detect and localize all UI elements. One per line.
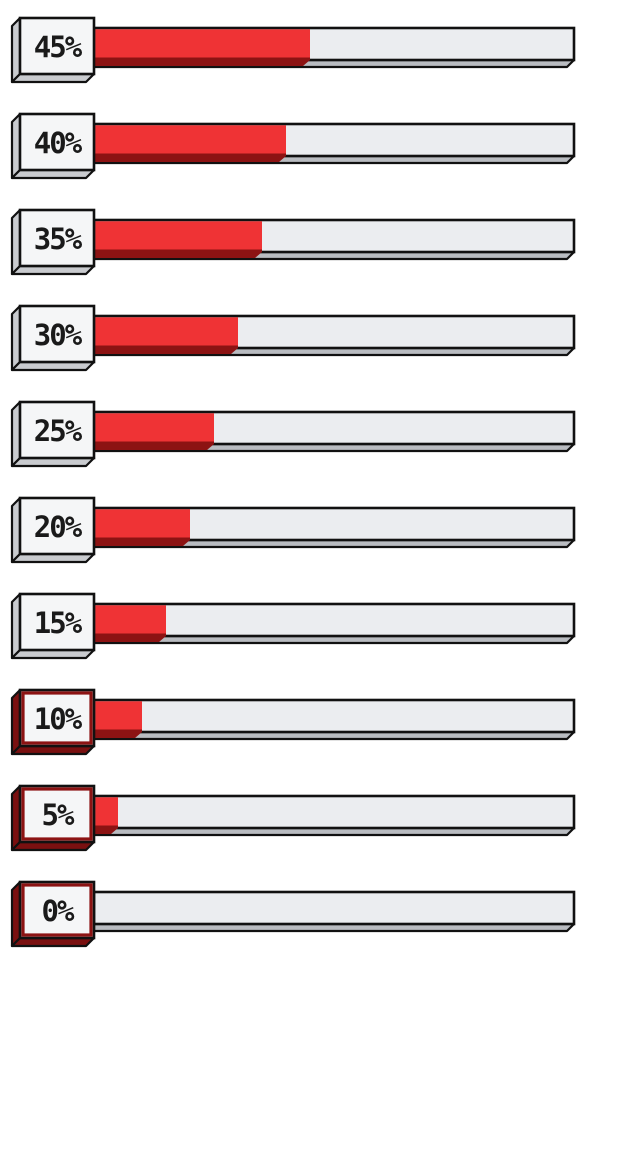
label-box (18, 496, 96, 556)
progress-bar: 0% (10, 880, 576, 948)
progress-track (92, 890, 576, 926)
label-box (18, 688, 96, 748)
progress-fill-bevel (94, 540, 190, 546)
label-box (18, 784, 96, 844)
progress-bar: 40% (10, 112, 576, 180)
label-box-warning-border (21, 787, 93, 841)
progress-fill (95, 317, 238, 347)
progress-bar: 15% (10, 592, 576, 660)
label-box (18, 304, 96, 364)
progress-track (92, 698, 576, 734)
progress-fill-bevel (94, 348, 238, 354)
progress-bar: 5% (10, 784, 576, 852)
progress-bar: 10% (10, 688, 576, 756)
progress-fill-bevel (94, 732, 142, 738)
progress-fill (95, 701, 142, 731)
progress-bar: 35% (10, 208, 576, 276)
progress-fill (95, 605, 166, 635)
progress-track (92, 794, 576, 830)
progress-fill-bevel (94, 636, 166, 642)
label-box (18, 880, 96, 940)
percentage-label: 5% (42, 798, 75, 832)
label-box-warning-border (21, 691, 93, 745)
label-box (18, 16, 96, 76)
percentage-label: 35% (34, 222, 83, 256)
progress-fill (95, 413, 214, 443)
percentage-label: 45% (34, 30, 83, 64)
percentage-label: 30% (34, 318, 83, 352)
percentage-label: 0% (42, 894, 75, 928)
label-box (18, 208, 96, 268)
label-box (18, 112, 96, 172)
percentage-label: 40% (34, 126, 83, 160)
progress-fill-bevel (94, 444, 214, 450)
progress-bar: 20% (10, 496, 576, 564)
label-box-warning-border (21, 883, 93, 937)
progress-fill (95, 125, 286, 155)
percentage-label: 20% (34, 510, 83, 544)
progress-bar: 30% (10, 304, 576, 372)
percentage-label: 15% (34, 606, 83, 640)
progress-fill (95, 797, 118, 827)
progress-bar: 45% (10, 16, 576, 84)
progress-fill (95, 29, 310, 59)
progress-fill-bevel (94, 252, 262, 258)
progress-fill-bevel (94, 156, 286, 162)
progress-fill (95, 509, 190, 539)
progress-fill-bevel (94, 828, 118, 834)
progress-bar: 25% (10, 400, 576, 468)
label-box (18, 592, 96, 652)
percentage-label: 10% (34, 702, 83, 736)
label-box (18, 400, 96, 460)
progress-fill (95, 221, 262, 251)
percentage-label: 25% (34, 414, 83, 448)
progress-fill-bevel (94, 60, 310, 66)
